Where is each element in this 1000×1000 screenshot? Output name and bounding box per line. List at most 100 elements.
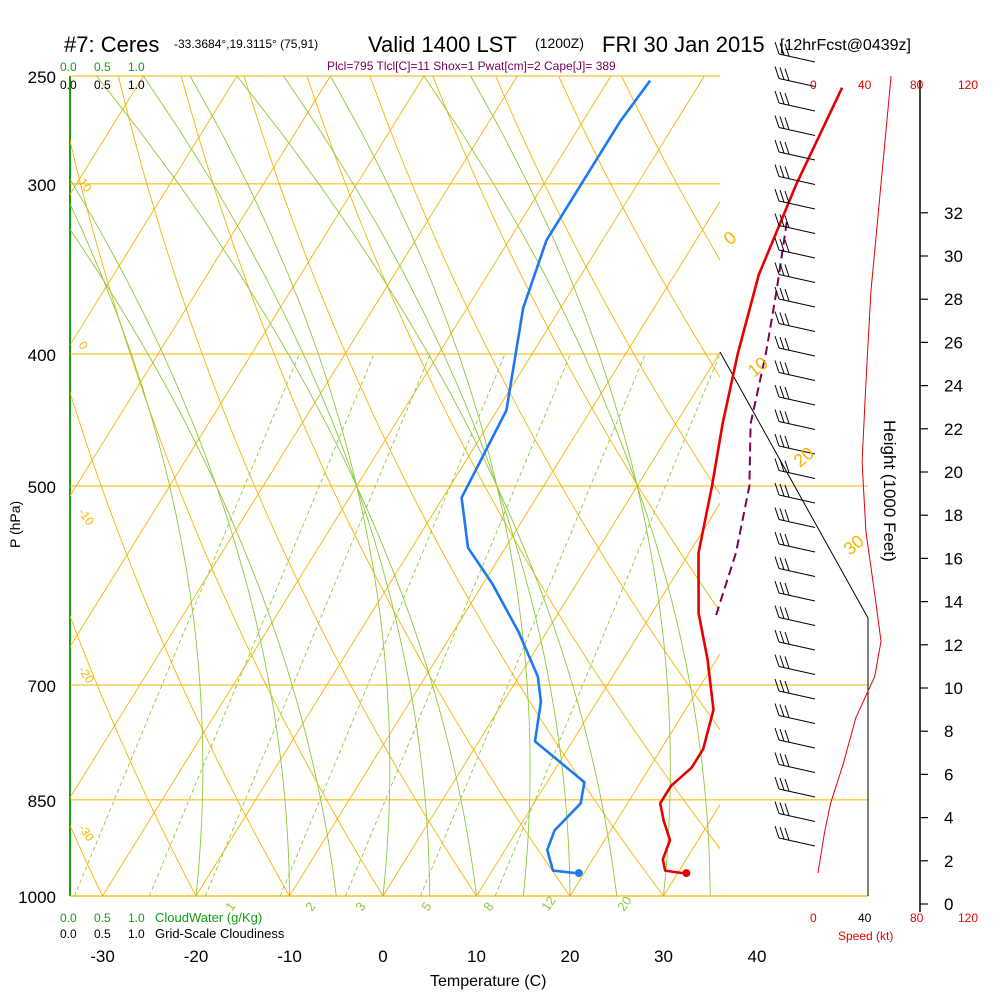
adiabat-label: 0 [720,227,741,249]
dry-adiabat-lines [70,76,720,896]
cloud-top-tick: 0.0 [60,60,77,74]
speed-bottom-tick: 40 [858,911,872,925]
moist-adiabat-line [423,76,711,896]
dry-adiabat-line [306,76,720,850]
height-tick-label: 16 [944,549,963,568]
speed-bottom-tick: 80 [910,911,924,925]
dry-adiabat-line [180,76,571,896]
cloud-bottom-tick: 1.0 [128,911,145,925]
wind-barb [774,409,816,430]
dry-adiabat-line [243,76,664,896]
wind-barb [774,41,816,63]
dry-adiabat-line [432,76,720,613]
plot-frame [69,76,921,912]
temperature-tick-label: 0 [378,947,387,966]
wind-barb [774,825,816,847]
mixing-ratio-line [494,353,720,896]
valid-time: Valid 1400 LST [368,32,517,57]
speed-top-tick: 40 [858,78,872,92]
mixing-ratio-label: 12 [538,893,559,913]
mixing-ratio-label: 2 [302,899,318,914]
mixing-ratio-label: 5 [418,899,434,914]
speed-top-tick: 0 [810,78,817,92]
temperature-tick-label: -30 [90,947,115,966]
isotherm-label: 10 [76,176,95,195]
wind-barb [774,237,816,259]
wind-barb [774,262,816,283]
pressure-tick-label: 300 [28,176,56,195]
mixing-ratio-label: 3 [352,899,368,914]
wind-barb [774,482,816,504]
isotherm-line [70,76,518,799]
cloudiness-top-tick: 0.0 [60,78,77,92]
cloud-top-tick: 0.5 [94,60,111,74]
mixing-ratio-line [419,353,646,896]
isotherm-line [851,76,1000,896]
height-tick-label: 14 [944,593,963,612]
mixing-ratio-line [204,353,431,896]
speed-scale-top: 0 40 80 120 [810,78,978,92]
height-tick-label: 10 [944,679,963,698]
height-tick-label: 32 [944,204,963,223]
wind-barb [774,384,816,406]
forecast-date: FRI 30 Jan 2015 [602,32,765,57]
temperature-axis-label: Temperature (C) [430,973,546,990]
height-tick-label: 4 [944,809,953,828]
cloud-bottom-tick: 0.5 [94,911,111,925]
isotherm-line [70,76,238,347]
wind-barb [774,580,816,602]
mixing-ratio-line [279,353,506,896]
wind-envelope-line [719,351,869,896]
pressure-axis-label: P (hPa) [7,501,23,548]
speed-top-tick: 120 [958,78,978,92]
mixing-ratio-label: 8 [480,899,496,914]
temperature-tick-label: -20 [184,947,209,966]
moist-adiabat-line [470,76,671,896]
wind-barb [774,678,816,700]
cloudiness-bottom-tick: 0.5 [94,927,111,941]
station-coords: -33.3684°,19.3115° (75,91) [174,37,318,51]
moist-adiabat-line [70,178,290,896]
wind-barb [774,507,816,528]
temperature-tick-label: 30 [654,947,673,966]
surface-point-dewpoint [574,869,583,878]
height-tick-label: 18 [944,506,963,525]
height-tick-label: 26 [944,333,963,352]
cloud-scale-bottom: 0.0 0.5 1.0 CloudWater (g/Kg) 0.0 0.5 1.… [60,910,285,941]
isotherm-line [70,76,331,497]
wind-barb [774,115,816,136]
cloudiness-bottom-tick: 1.0 [128,927,145,941]
temperature-tick-label: -10 [277,947,302,966]
wind-barb [774,335,816,357]
moist-adiabat-line [96,76,477,896]
speed-axis-label: Speed (kt) [838,929,893,943]
mixing-ratio-line [345,353,571,896]
mixing-ratio-line [148,353,375,896]
moist-adiabat-line [189,76,391,896]
moist-adiabat-line [236,76,618,896]
height-tick-label: 22 [944,420,963,439]
mixing-ratio-line [73,353,300,896]
isotherm-label: -20 [76,664,98,687]
dry-adiabat-line [70,614,197,896]
wind-barb [774,164,816,185]
wind-barb [774,139,816,161]
height-tick-label: 0 [944,895,953,914]
wind-barb [774,752,816,773]
adiabat-label: 20 [790,443,818,471]
cloudiness-bottom-tick: 0.0 [60,927,77,941]
wind-speed-line [817,75,892,874]
wind-barb [774,727,816,749]
wind-barb [774,776,816,798]
isotherm-line [289,200,720,896]
temperature-tick-label: 40 [748,947,767,966]
pressure-tick-label: 250 [28,68,56,87]
speed-bottom-tick: 0 [810,911,817,925]
wind-barb [774,360,816,381]
cloud-bottom-tick: 0.0 [60,911,77,925]
isotherm-label: -30 [76,822,98,845]
wind-barb [774,703,816,724]
wind-barb [774,286,816,308]
